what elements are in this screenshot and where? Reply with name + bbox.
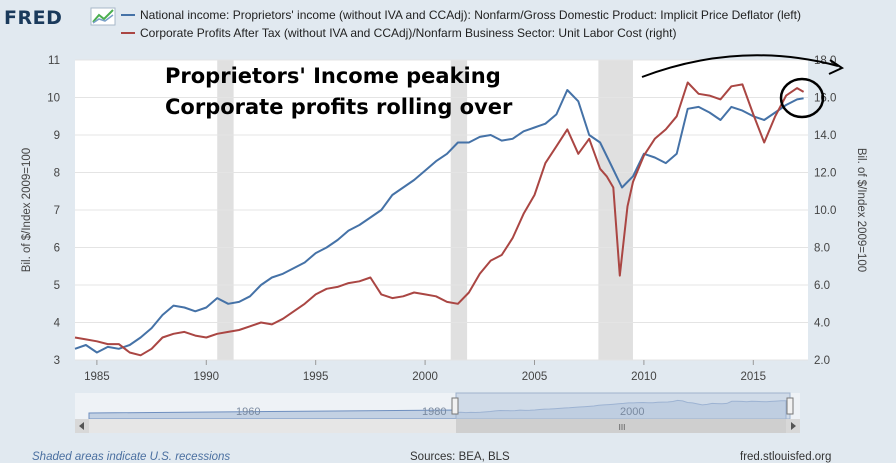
gridlines [75, 59, 808, 361]
x-tick-label: 1990 [193, 371, 219, 383]
left-tick-label: 9 [54, 130, 60, 142]
left-tick-label: 8 [54, 168, 60, 180]
left-axis-label: Bil. of $/Index 2009=100 [21, 148, 33, 272]
annotation-arrow [641, 54, 839, 78]
right-tick-label: 10.0 [814, 205, 836, 217]
recession-note: Shaded areas indicate U.S. recessions [32, 451, 230, 463]
x-axis-ticks: 1985 1990 1995 2000 2005 2010 2015 [84, 360, 766, 383]
left-tick-label: 5 [54, 280, 60, 292]
navigator-handle-left[interactable] [451, 397, 459, 415]
navigator-tick-1980: 1980 [422, 406, 446, 418]
scroll-left-arrow-icon [79, 422, 84, 430]
left-tick-label: 4 [54, 318, 61, 330]
navigator-tick-2000: 2000 [620, 406, 644, 418]
right-axis-ticks: 2.04.06.08.010.012.014.016.018.0 [814, 55, 836, 367]
x-tick-label: 1995 [303, 371, 329, 383]
series-line-proprietors-income [74, 89, 804, 354]
right-tick-label: 16.0 [814, 93, 836, 105]
scroll-right-arrow-icon [791, 422, 796, 430]
navigator[interactable]: 1960 1980 2000 III [75, 392, 800, 433]
fred-logo-text: FRED [4, 7, 62, 29]
x-tick-label: 2000 [412, 371, 438, 383]
left-tick-label: 10 [47, 93, 60, 105]
scrollbar-grip: III [619, 423, 626, 432]
legend-label-proprietors: National income: Proprietors' income (wi… [140, 8, 801, 22]
navigator-handle-right[interactable] [786, 397, 794, 415]
series-line-corporate-profits [74, 81, 805, 357]
right-tick-label: 4.0 [814, 318, 830, 330]
right-tick-label: 12.0 [814, 168, 836, 180]
annotation-arrowhead [828, 59, 845, 75]
sources-note: Sources: BEA, BLS [410, 451, 510, 463]
left-tick-label: 11 [48, 55, 60, 67]
left-axis-ticks: 3 4 5 6 7 8 9 10 11 [47, 55, 60, 367]
annotation-line-1: Proprietors' Income peaking [165, 64, 501, 88]
annotation-circle [779, 77, 825, 119]
right-tick-label: 8.0 [814, 243, 830, 255]
left-tick-label: 6 [54, 243, 60, 255]
chart-line-icon [90, 7, 116, 26]
left-tick-label: 7 [54, 205, 60, 217]
x-tick-label: 2005 [522, 371, 548, 383]
annotation-line-2: Corporate profits rolling over [165, 95, 513, 119]
x-tick-label: 2015 [741, 371, 767, 383]
x-tick-label: 2010 [631, 371, 657, 383]
right-tick-label: 2.0 [814, 355, 830, 367]
legend: National income: Proprietors' income (wi… [121, 8, 801, 40]
right-tick-label: 6.0 [814, 280, 830, 292]
series-layer [74, 81, 805, 357]
navigator-tick-1960: 1960 [236, 406, 260, 418]
left-tick-label: 3 [54, 355, 60, 367]
fred-logo[interactable]: FRED [4, 7, 116, 29]
right-axis-label: Bil. of $/Index 2009=100 [855, 148, 867, 272]
site-link[interactable]: fred.stlouisfed.org [740, 451, 831, 463]
x-tick-label: 1985 [84, 371, 110, 383]
legend-label-corporate-profits: Corporate Profits After Tax (without IVA… [140, 26, 676, 40]
scrollbar-thumb[interactable] [456, 419, 790, 433]
right-tick-label: 14.0 [814, 130, 836, 142]
